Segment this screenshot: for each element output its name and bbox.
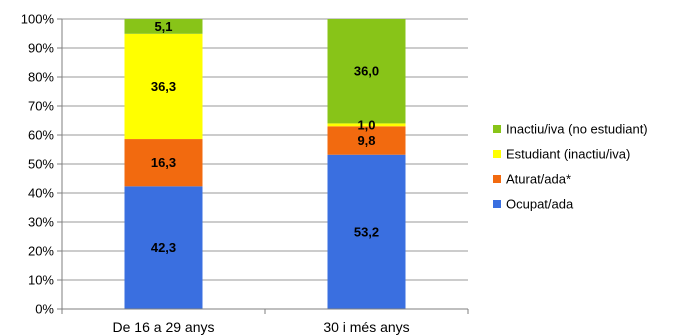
legend-label-estudiant-inactiu-iva[interactable]: Estudiant (inactiu/iva): [506, 147, 630, 162]
bar-estudiant-inactiu-iva-de-16-a-29-anys: [124, 33, 203, 140]
x-axis: De 16 a 29 anys 30 i més anys: [57, 19, 469, 335]
legend-label-aturat-ada[interactable]: Aturat/ada*: [506, 172, 571, 187]
bar-ocupat-ada-30-i-m-s-anys: [327, 154, 406, 309]
x-tick-label-de-16-a-29-anys: De 16 a 29 anys: [113, 319, 215, 335]
bar-inactiu-iva-no-estudiant-de-16-a-29-anys: [124, 19, 203, 34]
y-tick-label-40: 40%: [28, 186, 54, 201]
x-tick-label-30-i-m-s-anys: 30 i més anys: [323, 319, 409, 335]
y-tick-label-30: 30%: [28, 215, 54, 230]
data-label-ocupat-ada-de-16-a-29-anys: 42,3: [151, 240, 176, 255]
legend-swatch-inactiu-iva-no-estudiant: [493, 125, 501, 133]
bar-estudiant-inactiu-iva-30-i-m-s-anys: [327, 123, 406, 127]
data-label-aturat-ada-30-i-m-s-anys: 9,8: [357, 133, 375, 148]
legend-label-ocupat-ada[interactable]: Ocupat/ada: [506, 197, 574, 212]
bar-aturat-ada-de-16-a-29-anys: [124, 139, 203, 187]
y-tick-label-100: 100%: [21, 12, 55, 27]
y-tick-label-20: 20%: [28, 244, 54, 259]
y-tick-label-0: 0%: [35, 302, 54, 317]
y-tick-label-90: 90%: [28, 41, 54, 56]
gridlines: [62, 18, 468, 310]
bars: [124, 19, 406, 309]
legend[interactable]: Inactiu/iva (no estudiant) Estudiant (ina…: [493, 122, 648, 212]
data-label-estudiant-inactiu-iva-de-16-a-29-anys: 36,3: [151, 79, 176, 94]
legend-label-inactiu-iva-no-estudiant[interactable]: Inactiu/iva (no estudiant): [506, 122, 648, 137]
y-tick-label-10: 10%: [28, 273, 54, 288]
legend-swatch-aturat-ada: [493, 175, 501, 183]
bar-ocupat-ada-de-16-a-29-anys: [124, 186, 203, 309]
legend-swatch-estudiant-inactiu-iva: [493, 150, 501, 158]
data-label-inactiu-iva-no-estudiant-de-16-a-29-anys: 5,1: [154, 19, 172, 34]
data-label-ocupat-ada-30-i-m-s-anys: 53,2: [354, 224, 379, 239]
legend-swatch-ocupat-ada: [493, 200, 501, 208]
bar-inactiu-iva-no-estudiant-30-i-m-s-anys: [327, 19, 406, 124]
y-axis-tick-labels: 0% 10% 20% 30% 40% 50% 60% 70% 80% 90% 100%: [21, 12, 62, 317]
y-tick-label-60: 60%: [28, 128, 54, 143]
data-label-estudiant-inactiu-iva-30-i-m-s-anys: 1,0: [357, 117, 375, 132]
y-tick-label-70: 70%: [28, 99, 54, 114]
bar-aturat-ada-30-i-m-s-anys: [327, 126, 406, 155]
data-label-inactiu-iva-no-estudiant-30-i-m-s-anys: 36,0: [354, 64, 379, 79]
y-tick-label-50: 50%: [28, 157, 54, 172]
y-tick-label-80: 80%: [28, 70, 54, 85]
data-labels: 42,3 16,3 36,3 5,1 53,2 9,81,0 36,0: [151, 19, 379, 255]
data-label-aturat-ada-de-16-a-29-anys: 16,3: [151, 155, 176, 170]
